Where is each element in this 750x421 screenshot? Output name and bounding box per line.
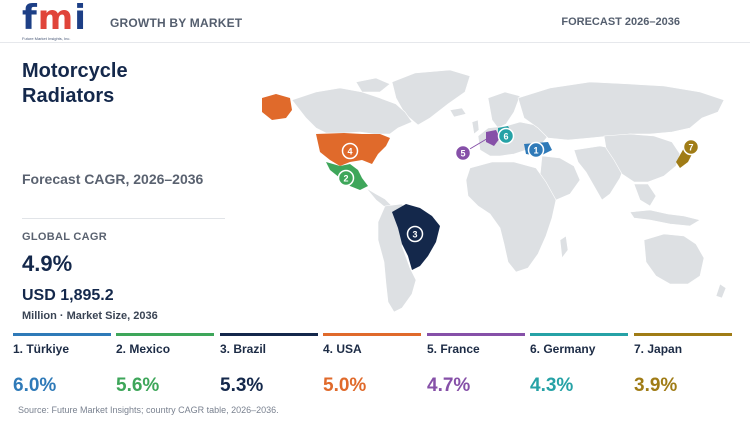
- legend-country: 1. Türkiye: [13, 342, 70, 356]
- russia: [517, 81, 725, 141]
- marker-turkiye[interactable]: 1: [527, 141, 545, 159]
- marker-france[interactable]: 5: [454, 144, 472, 162]
- logo-letter-f: f: [22, 0, 38, 38]
- left-divider: [22, 218, 225, 219]
- global-cagr-label: GLOBAL CAGR: [22, 231, 107, 243]
- marker-japan-rank: 7: [688, 143, 693, 153]
- marker-usa[interactable]: 4: [341, 142, 359, 160]
- country-usa-alaska: [262, 94, 292, 120]
- legend-cagr-value: 5.0%: [323, 375, 367, 396]
- arctic-islands: [355, 77, 391, 93]
- forecast-cagr-label: Forecast CAGR, 2026–2036: [22, 171, 204, 187]
- legend-cagr-value: 6.0%: [13, 375, 57, 396]
- legend-item-turkiye[interactable]: 1. Türkiye 6.0%: [13, 333, 111, 403]
- legend-bar: [220, 333, 318, 336]
- country-france: [486, 130, 500, 146]
- legend-country: 4. USA: [323, 342, 362, 356]
- legend-cagr-value: 3.9%: [634, 375, 678, 396]
- market-size-label: Million · Market Size, 2036: [22, 310, 158, 322]
- marker-france-dot: [454, 144, 472, 162]
- legend-item-germany[interactable]: 6. Germany 4.3%: [530, 333, 628, 403]
- legend-item-mexico[interactable]: 2. Mexico 5.6%: [116, 333, 214, 403]
- page-title: Motorcycle Radiators: [22, 60, 128, 107]
- logo-subtext: Future Market Insights, Inc.: [22, 36, 71, 41]
- legend-cagr-value: 4.7%: [427, 375, 471, 396]
- marker-mexico-dot: [337, 169, 355, 187]
- marker-mexico[interactable]: 2: [337, 169, 355, 187]
- legend-bar: [530, 333, 628, 336]
- marker-brazil-rank: 3: [412, 230, 417, 240]
- marker-usa-rank: 4: [347, 147, 352, 157]
- world-map: 1 2 3 4 5 6 7: [262, 69, 727, 313]
- scandinavia: [487, 91, 521, 129]
- logo-letter-i: i: [74, 0, 87, 38]
- base-land: [291, 69, 727, 313]
- legend-bar: [323, 333, 421, 336]
- legend-cagr-value: 5.3%: [220, 375, 264, 396]
- legend-bar: [13, 333, 111, 336]
- marker-germany-dot: [497, 127, 515, 145]
- marker-japan-dot: [682, 138, 700, 156]
- marker-japan[interactable]: 7: [682, 138, 700, 156]
- legend-country: 2. Mexico: [116, 342, 171, 356]
- marker-france-rank: 5: [460, 149, 465, 159]
- header-bar: fmi Future Market Insights, Inc. GROWTH …: [0, 0, 750, 43]
- new-zealand: [715, 283, 727, 299]
- legend-country: 5. France: [427, 342, 480, 356]
- marker-turkiye-rank: 1: [533, 146, 538, 156]
- marker-turkiye-dot: [527, 141, 545, 159]
- central-america: [365, 187, 393, 209]
- header-section-label: GROWTH BY MARKET: [110, 16, 243, 30]
- australia: [643, 233, 705, 285]
- madagascar: [559, 235, 569, 259]
- legend-bar: [116, 333, 214, 336]
- southeast-asia: [633, 183, 657, 207]
- legend-country: 6. Germany: [530, 342, 596, 356]
- legend-country: 3. Brazil: [220, 342, 267, 356]
- logo-letter-m: m: [37, 0, 75, 38]
- marker-germany-rank: 6: [503, 132, 508, 142]
- legend-country: 7. Japan: [634, 342, 683, 356]
- global-cagr-value: 4.9%: [22, 251, 73, 276]
- logo-wordmark: fmi: [22, 0, 87, 36]
- legend-bar: [427, 333, 525, 336]
- legend-item-brazil[interactable]: 3. Brazil 5.3%: [220, 333, 318, 403]
- africa: [465, 161, 557, 273]
- market-size-value: USD 1,895.2: [22, 287, 114, 304]
- legend-item-france[interactable]: 5. France 4.7%: [427, 333, 525, 403]
- legend-bar: [634, 333, 732, 336]
- marker-mexico-rank: 2: [343, 174, 348, 184]
- marker-brazil-dot: [406, 225, 424, 243]
- fmi-logo[interactable]: fmi Future Market Insights, Inc.: [22, 0, 92, 42]
- east-asia: [603, 133, 681, 183]
- indonesia: [629, 209, 701, 227]
- source-note: Source: Future Market Insights; country …: [18, 405, 279, 415]
- legend-cagr-value: 5.6%: [116, 375, 160, 396]
- uk: [471, 119, 480, 135]
- legend-cagr-value: 4.3%: [530, 375, 574, 396]
- greenland: [391, 69, 471, 126]
- canada: [291, 87, 413, 135]
- legend-item-japan[interactable]: 7. Japan 3.9%: [634, 333, 732, 403]
- marker-brazil[interactable]: 3: [406, 225, 424, 243]
- header-forecast-label: FORECAST 2026–2036: [561, 16, 680, 28]
- marker-usa-dot: [341, 142, 359, 160]
- legend-item-usa[interactable]: 4. USA 5.0%: [323, 333, 421, 403]
- iceland: [449, 107, 467, 118]
- marker-germany[interactable]: 6: [497, 127, 515, 145]
